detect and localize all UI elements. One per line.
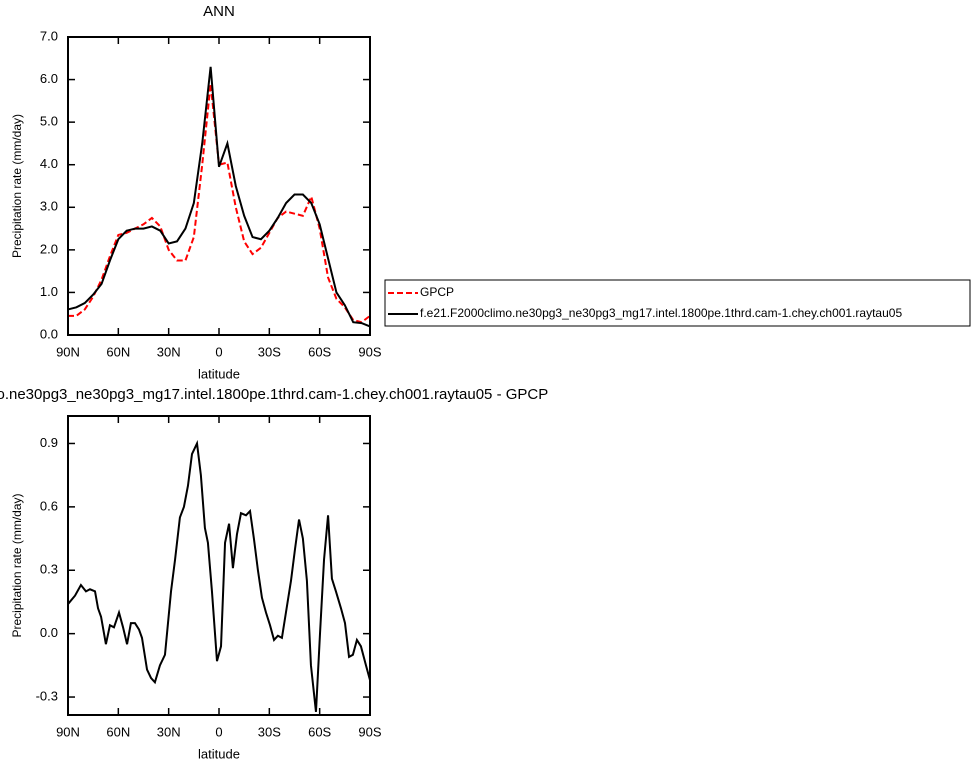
- chart-title: ANN: [203, 3, 235, 20]
- x-tick-label: 30N: [157, 724, 181, 739]
- y-tick-label: 0.9: [40, 435, 58, 450]
- x-tick-label: 30S: [258, 344, 281, 359]
- data-line: [67, 439, 371, 712]
- chart-title: f.e21.F2000climo.ne30pg3_ne30pg3_mg17.in…: [0, 386, 548, 403]
- y-tick-label: 0.0: [40, 326, 58, 341]
- y-tick-label: 7.0: [40, 28, 58, 43]
- data-line: [68, 83, 371, 324]
- y-axis-label: Precipitation rate (mm/day): [10, 114, 24, 258]
- y-tick-label: 0.0: [40, 625, 58, 640]
- x-tick-label: 30N: [157, 344, 181, 359]
- plot-frame: [67, 36, 371, 336]
- plot-frame: [67, 415, 371, 716]
- x-tick-label: 90N: [56, 724, 80, 739]
- legend-label: f.e21.F2000climo.ne30pg3_ne30pg3_mg17.in…: [420, 306, 902, 320]
- x-tick-label: 90S: [358, 344, 381, 359]
- x-axis-label: latitude: [198, 366, 240, 381]
- y-axis-label: Precipitation rate (mm/day): [10, 493, 24, 637]
- x-tick-label: 0: [215, 724, 222, 739]
- y-tick-label: 0.6: [40, 498, 58, 513]
- y-tick-label: 2.0: [40, 241, 58, 256]
- x-tick-label: 90N: [56, 344, 80, 359]
- y-tick-label: 4.0: [40, 156, 58, 171]
- y-tick-label: 6.0: [40, 71, 58, 86]
- x-tick-label: 0: [215, 344, 222, 359]
- y-tick-label: 5.0: [40, 114, 58, 129]
- legend-box: [384, 279, 971, 327]
- y-tick-label: -0.3: [36, 688, 58, 703]
- x-tick-label: 30S: [258, 724, 281, 739]
- x-tick-label: 60N: [106, 724, 130, 739]
- y-tick-label: 0.3: [40, 562, 58, 577]
- legend-label: GPCP: [420, 285, 454, 299]
- x-tick-label: 60S: [308, 724, 331, 739]
- x-tick-label: 60N: [106, 344, 130, 359]
- y-tick-label: 3.0: [40, 199, 58, 214]
- data-line: [67, 66, 371, 328]
- y-tick-label: 1.0: [40, 284, 58, 299]
- x-tick-label: 90S: [358, 724, 381, 739]
- x-axis-label: latitude: [198, 746, 240, 761]
- x-tick-label: 60S: [308, 344, 331, 359]
